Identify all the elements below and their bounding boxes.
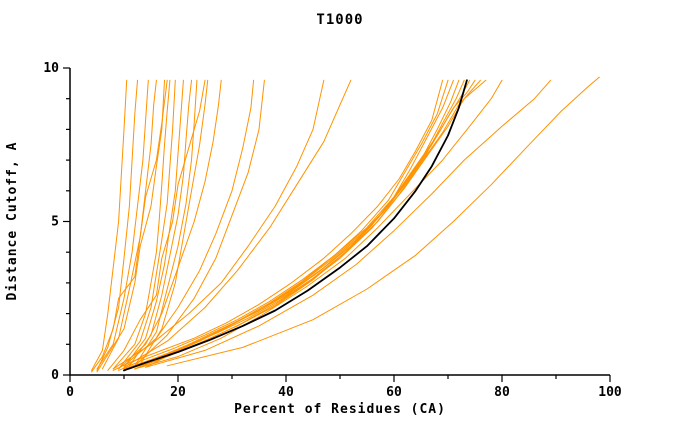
model-curve <box>134 79 265 367</box>
model-curve <box>118 79 449 371</box>
model-curve <box>134 79 481 370</box>
model-curve <box>112 79 171 370</box>
model-curve <box>128 79 487 370</box>
y-axis-label: Distance Cutoff, A <box>5 142 20 301</box>
model-curve <box>96 79 165 373</box>
model-curve <box>123 79 184 368</box>
model-curve <box>91 79 128 371</box>
model-curve <box>107 79 206 371</box>
y-tick-label: 0 <box>51 368 59 383</box>
model-curves <box>91 76 600 373</box>
model-curve <box>112 79 325 370</box>
y-tick-label: 10 <box>43 61 59 76</box>
model-curve <box>96 79 149 370</box>
tick-labels: 0 20 40 60 80 100 0 5 10 <box>43 61 622 400</box>
model-curve <box>123 79 352 368</box>
model-curve <box>139 79 471 368</box>
y-tick-label: 5 <box>51 215 59 230</box>
model-curve <box>134 79 503 370</box>
model-curve <box>112 79 444 371</box>
model-curve <box>101 79 157 370</box>
model-curve <box>118 79 176 370</box>
model-curve <box>91 79 168 373</box>
highlight-curve <box>123 79 468 372</box>
model-curve <box>123 79 255 367</box>
model-curve <box>128 79 192 367</box>
x-tick-label: 100 <box>598 385 622 400</box>
x-tick-label: 60 <box>386 385 402 400</box>
x-tick-label: 40 <box>278 385 294 400</box>
model-curve <box>128 79 460 370</box>
model-curve <box>166 76 600 367</box>
x-axis-label: Percent of Residues (CA) <box>234 402 446 417</box>
model-curve <box>96 79 138 371</box>
x-tick-label: 80 <box>494 385 510 400</box>
x-tick-label: 0 <box>66 385 74 400</box>
model-curve <box>145 79 552 368</box>
axis-lines <box>69 68 610 376</box>
model-curve <box>139 79 209 365</box>
model-curve <box>118 79 222 370</box>
chart-title: T1000 <box>316 12 363 28</box>
model-curve <box>145 79 476 368</box>
x-tick-label: 20 <box>170 385 186 400</box>
axes <box>63 67 611 382</box>
